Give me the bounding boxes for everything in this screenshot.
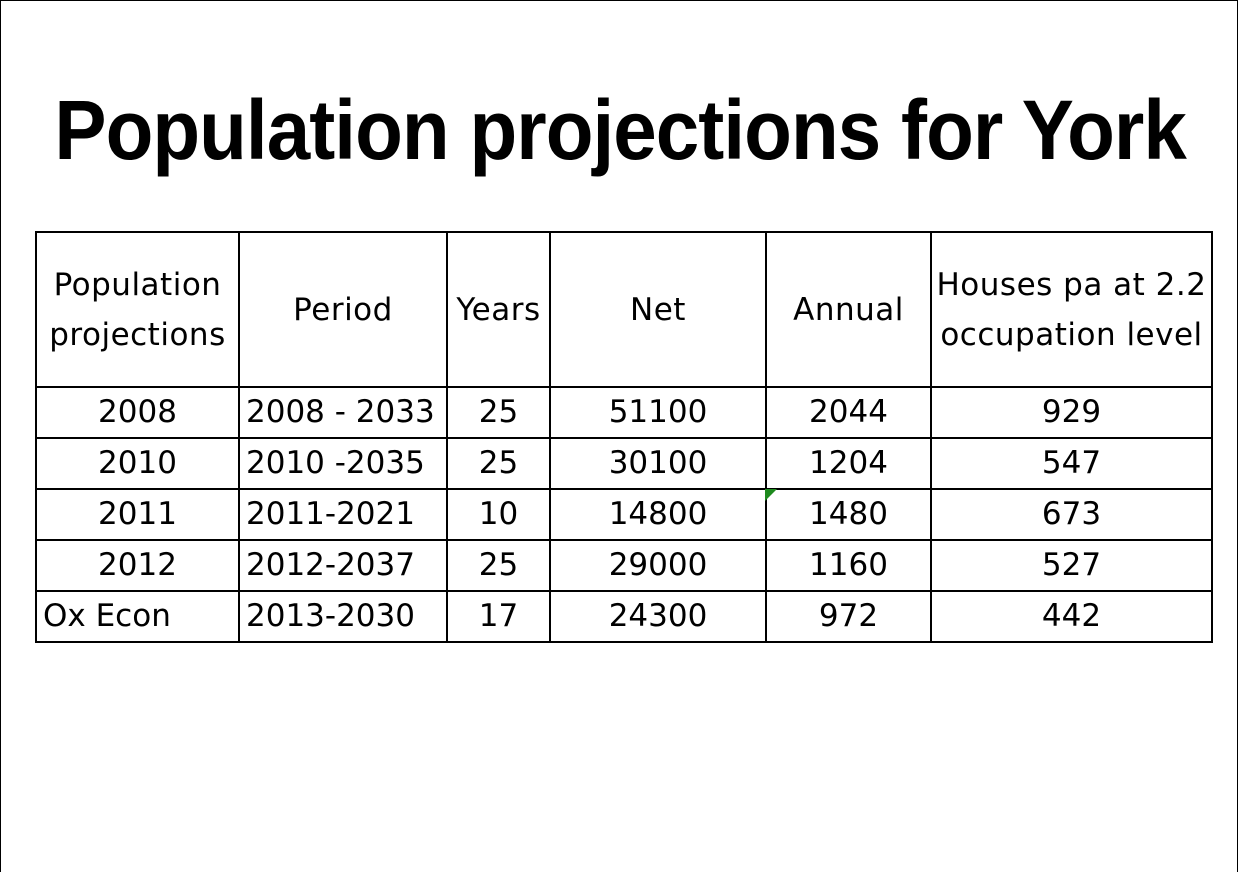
header-line: Annual <box>793 291 904 328</box>
cell-annual: 1204 <box>765 437 932 490</box>
cell-annual: 972 <box>765 590 932 643</box>
comment-marker-icon <box>765 489 777 501</box>
cell-annual: 1480 <box>765 488 932 541</box>
header-population-projections: Population projections <box>35 231 240 388</box>
cell-years: 25 <box>446 386 551 439</box>
cell-projection: 2008 <box>35 386 240 439</box>
cell-annual: 1160 <box>765 539 932 592</box>
cell-houses-pa: 547 <box>930 437 1213 490</box>
cell-years: 17 <box>446 590 551 643</box>
cell-houses-pa: 673 <box>930 488 1213 541</box>
header-row: Population projections Period Years Net … <box>35 231 1213 388</box>
header-annual: Annual <box>765 231 932 388</box>
cell-houses-pa: 527 <box>930 539 1213 592</box>
cell-net: 51100 <box>549 386 767 439</box>
header-period: Period <box>238 231 448 388</box>
table-row: 2008 2008 - 2033 25 51100 2044 929 <box>35 386 1213 439</box>
header-net: Net <box>549 231 767 388</box>
cell-years: 25 <box>446 437 551 490</box>
header-line: Years <box>456 291 541 328</box>
cell-years: 10 <box>446 488 551 541</box>
cell-annual: 2044 <box>765 386 932 439</box>
header-line: projections <box>49 316 226 353</box>
header-line: Period <box>293 291 393 328</box>
header-line: Houses pa at 2.2 <box>936 266 1207 303</box>
cell-period: 2012-2037 <box>238 539 448 592</box>
cell-houses-pa: 442 <box>930 590 1213 643</box>
cell-projection: 2010 <box>35 437 240 490</box>
cell-period: 2010 -2035 <box>238 437 448 490</box>
table-row: Ox Econ 2013-2030 17 24300 972 442 <box>35 590 1213 643</box>
cell-net: 30100 <box>549 437 767 490</box>
cell-houses-pa: 929 <box>930 386 1213 439</box>
header-line: occupation level <box>940 316 1203 353</box>
table-row: 2012 2012-2037 25 29000 1160 527 <box>35 539 1213 592</box>
cell-projection: Ox Econ <box>35 590 240 643</box>
page-title: Population projections for York <box>54 83 1186 177</box>
cell-period: 2011-2021 <box>238 488 448 541</box>
header-years: Years <box>446 231 551 388</box>
cell-period: 2013-2030 <box>238 590 448 643</box>
table-row: 2011 2011-2021 10 14800 1480 673 <box>35 488 1213 541</box>
projections-table: Population projections Period Years Net … <box>35 231 1213 643</box>
cell-projection: 2011 <box>35 488 240 541</box>
cell-net: 29000 <box>549 539 767 592</box>
table-row: 2010 2010 -2035 25 30100 1204 547 <box>35 437 1213 490</box>
cell-projection: 2012 <box>35 539 240 592</box>
cell-period: 2008 - 2033 <box>238 386 448 439</box>
header-line: Population <box>53 266 222 303</box>
cell-net: 14800 <box>549 488 767 541</box>
cell-net: 24300 <box>549 590 767 643</box>
header-line: Net <box>630 291 686 328</box>
header-houses-pa: Houses pa at 2.2 occupation level <box>930 231 1213 388</box>
cell-years: 25 <box>446 539 551 592</box>
